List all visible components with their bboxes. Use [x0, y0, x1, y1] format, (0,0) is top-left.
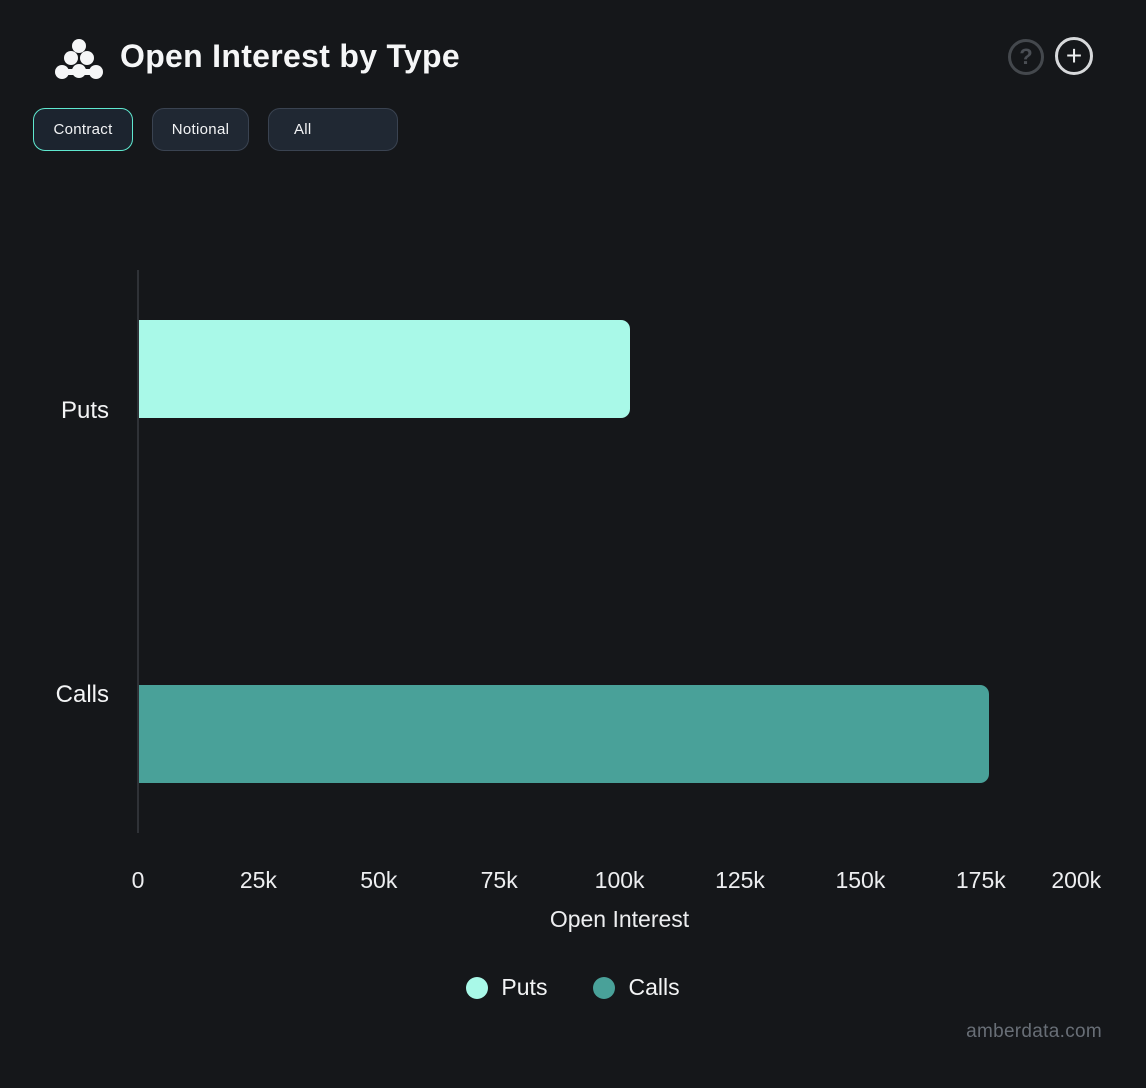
molecule-icon — [55, 39, 103, 79]
xtick-label: 100k — [594, 867, 645, 893]
chart-legend: Puts Calls — [0, 974, 1146, 1001]
watermark: amberdata.com — [966, 1021, 1102, 1042]
page-title: Open Interest by Type — [120, 38, 461, 74]
legend-marker-puts — [466, 976, 489, 999]
help-icon[interactable]: ? — [1008, 39, 1044, 75]
bar-calls[interactable] — [139, 685, 989, 783]
xtick-label: 25k — [239, 867, 277, 893]
bar-puts[interactable] — [139, 320, 630, 418]
legend-marker-calls — [593, 976, 616, 999]
xtick-label: 150k — [835, 867, 886, 893]
legend-label: Calls — [628, 974, 680, 1000]
legend-label: Puts — [501, 974, 548, 1000]
xtick-label: 125k — [715, 867, 765, 893]
ytick-label-calls: Calls — [55, 681, 109, 708]
add-glyph: + — [1065, 40, 1083, 71]
ytick-label-puts: Puts — [60, 397, 109, 424]
xtick-label: 50k — [360, 867, 398, 893]
xtick-label: 0 — [131, 867, 145, 893]
add-icon[interactable]: + — [1055, 37, 1093, 75]
xtick-label: 175k — [955, 867, 1006, 893]
legend-item-puts[interactable]: Puts — [466, 974, 547, 1001]
xtick-label: 200k — [1051, 867, 1102, 893]
filter-all-dropdown[interactable]: All — [268, 108, 398, 151]
toggle-notional[interactable]: Notional — [152, 108, 249, 151]
xtick-label: 75k — [480, 867, 518, 893]
legend-item-calls[interactable]: Calls — [593, 974, 680, 1001]
chart-toolbar: Contract Notional All — [33, 108, 398, 151]
help-glyph: ? — [1019, 44, 1033, 69]
toggle-contract[interactable]: Contract — [33, 108, 133, 151]
x-axis-title: Open Interest — [549, 906, 690, 932]
y-axis-line — [137, 270, 139, 833]
